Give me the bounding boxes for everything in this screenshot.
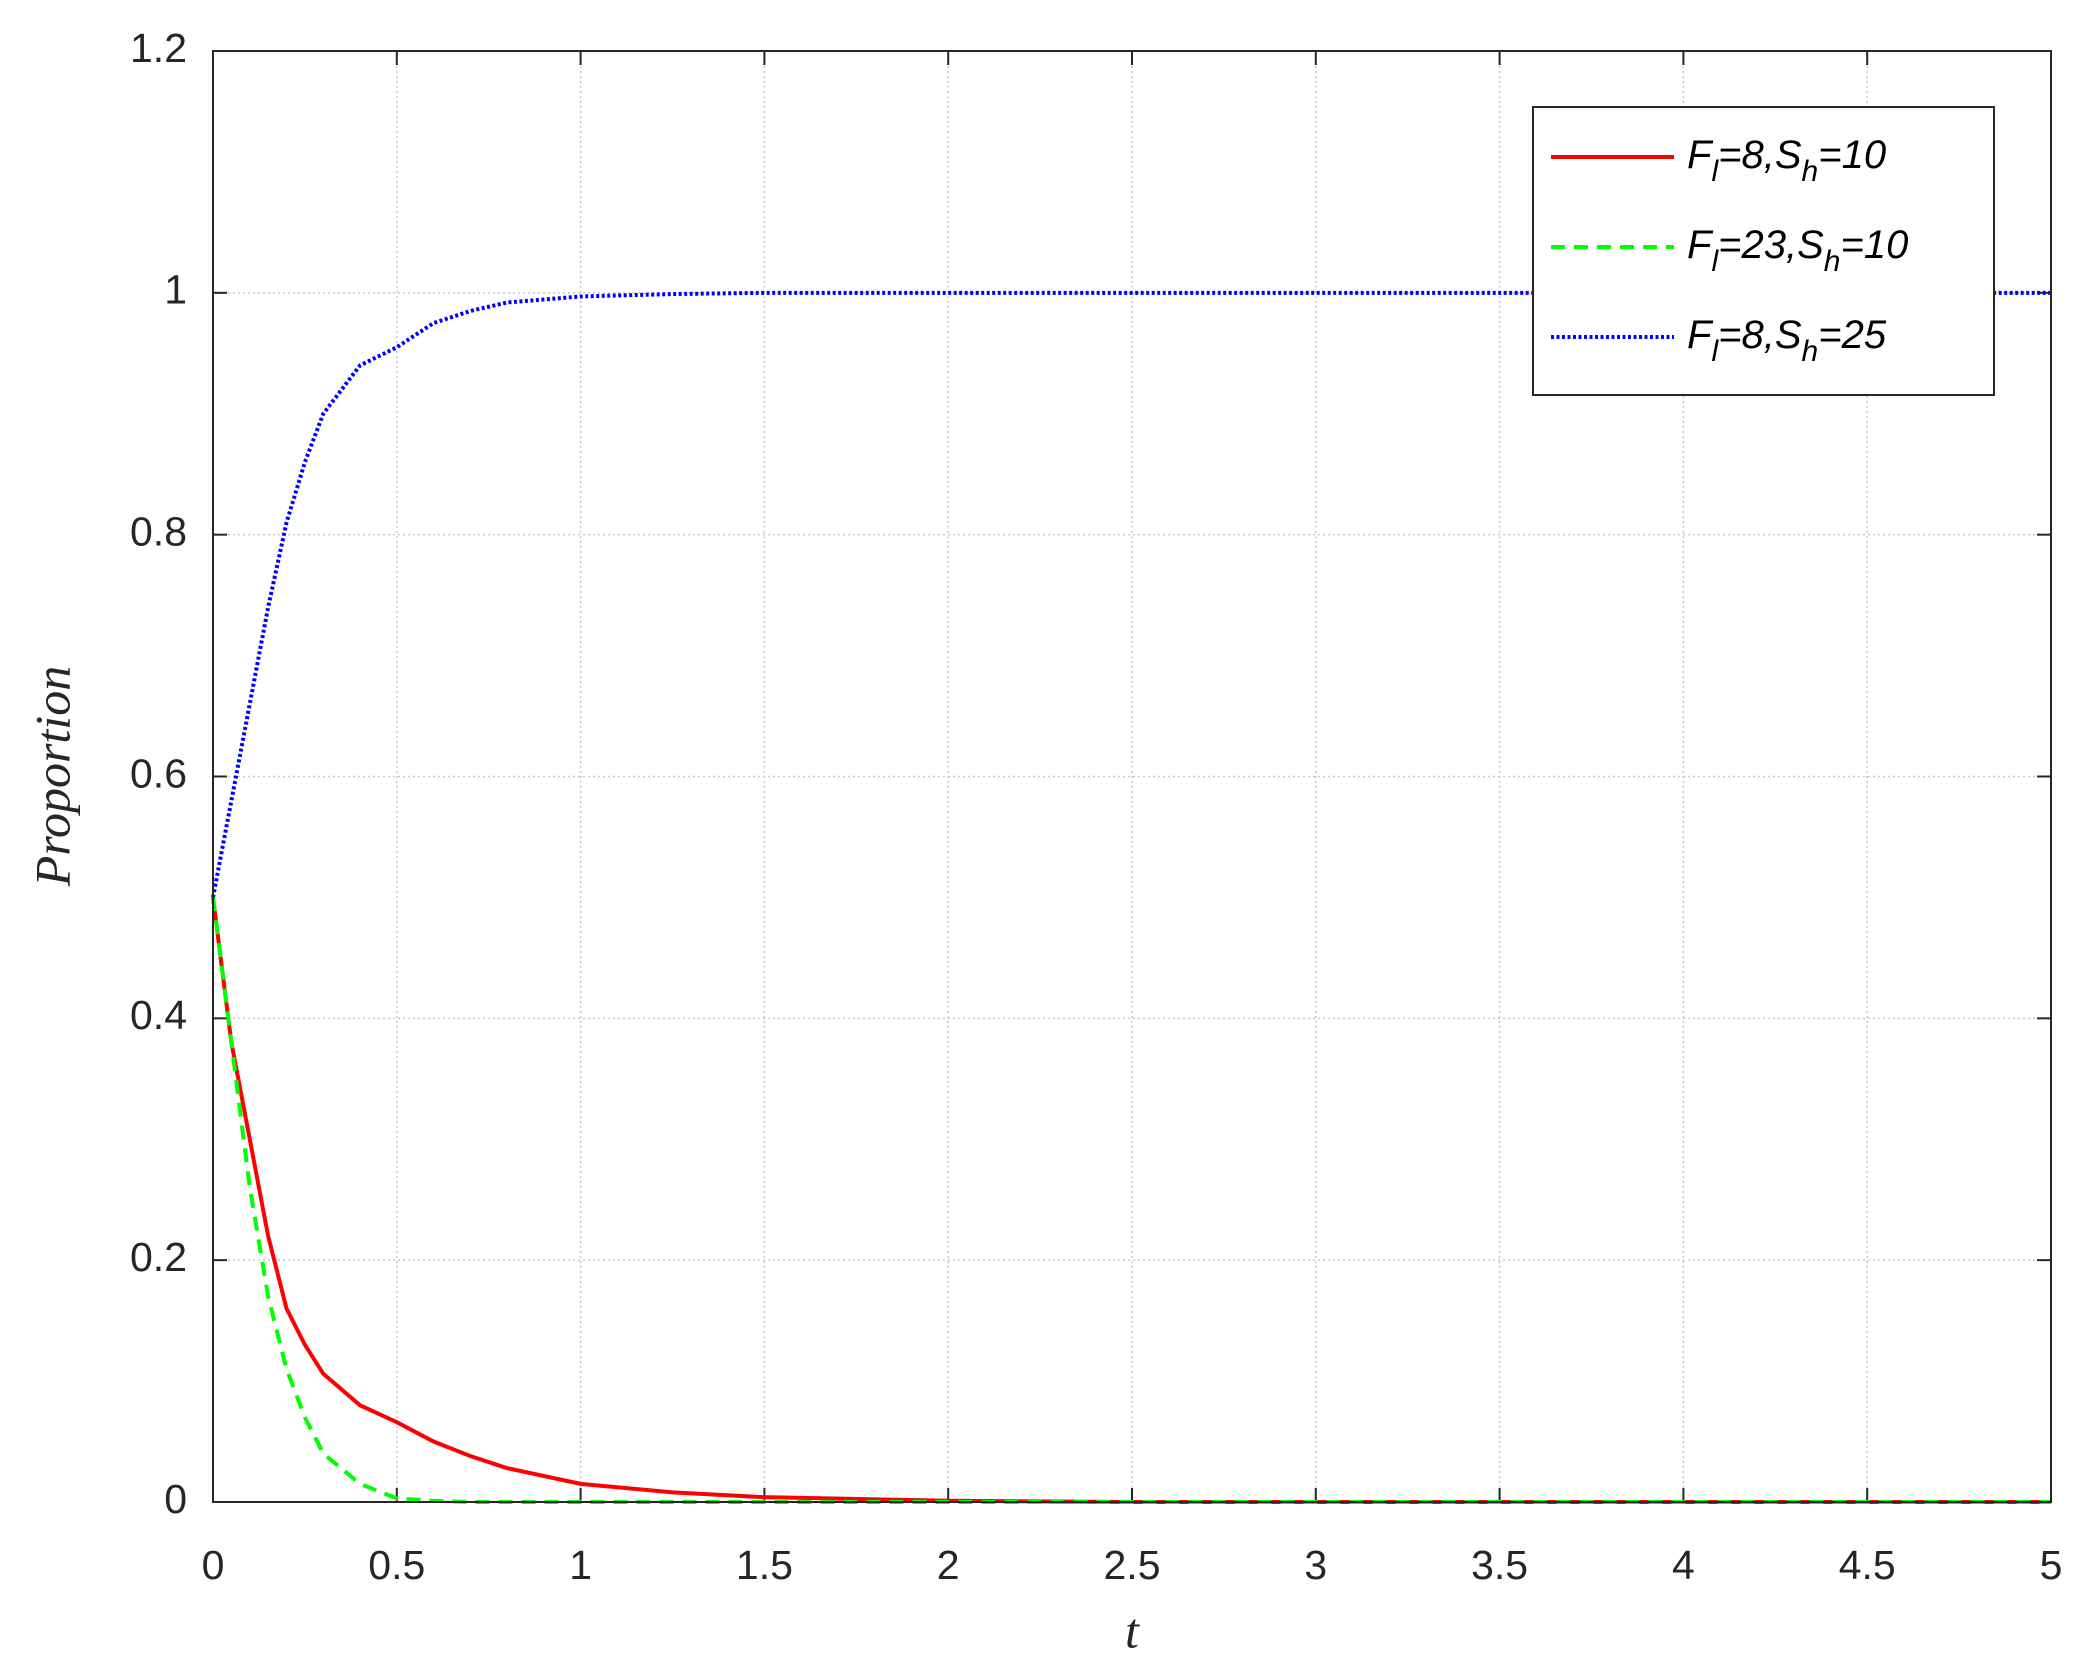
y-axis-label: Proportion — [24, 666, 80, 887]
y-tick-label: 0.2 — [130, 1234, 187, 1280]
legend: Fl=8,Sh=10 Fl=23,Sh=10 Fl=8,Sh=25 — [1532, 106, 1995, 396]
y-tick-label: 1 — [164, 267, 187, 313]
x-tick-label: 1.5 — [736, 1542, 793, 1588]
x-tick-label: 2 — [937, 1542, 960, 1588]
x-tick-label: 5 — [2040, 1542, 2063, 1588]
x-tick-label: 0 — [202, 1542, 225, 1588]
y-tick-label: 1.2 — [130, 25, 187, 71]
x-tick-label: 4 — [1672, 1542, 1695, 1588]
x-tick-label: 1 — [569, 1542, 592, 1588]
x-tick-label: 4.5 — [1839, 1542, 1896, 1588]
y-tick-label: 0.4 — [130, 992, 187, 1038]
legend-label: Fl=8,Sh=25 — [1687, 313, 1887, 368]
legend-label: Fl=8,Sh=10 — [1687, 133, 1886, 188]
x-tick-label: 2.5 — [1104, 1542, 1161, 1588]
y-tick-label: 0 — [164, 1476, 187, 1522]
x-tick-label: 3 — [1304, 1542, 1327, 1588]
x-tick-label: 3.5 — [1471, 1542, 1528, 1588]
legend-label: Fl=23,Sh=10 — [1687, 223, 1908, 278]
y-tick-label: 0.6 — [130, 750, 187, 796]
x-tick-label: 0.5 — [368, 1542, 425, 1588]
plot-frame — [212, 50, 2052, 1503]
y-tick-label: 0.8 — [130, 508, 187, 554]
x-axis-label: t — [1125, 1602, 1140, 1658]
line — [211, 290, 2051, 898]
